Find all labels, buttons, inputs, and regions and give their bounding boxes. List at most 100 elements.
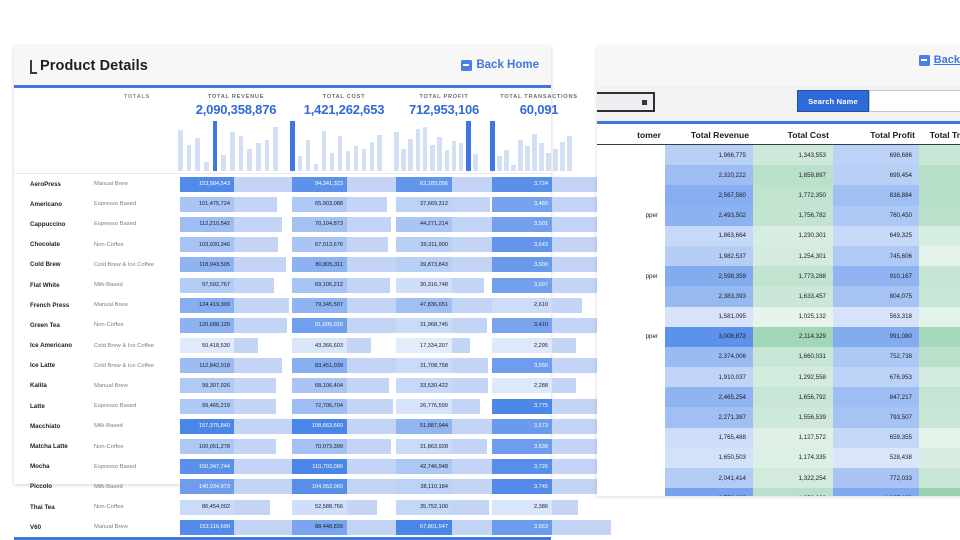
totals-sparkline-row — [14, 118, 572, 174]
column-header[interactable]: Total Profit — [870, 130, 915, 140]
right-window-controls: Search Name — [597, 86, 960, 124]
table-row[interactable]: AeroPress Manual Brew 153,584,543 94,341,32… — [14, 174, 614, 194]
table-row[interactable]: Ice Americano Cold Brew & Ice Coffee 50,41… — [14, 336, 576, 356]
spark-bar — [329, 153, 335, 171]
cell-profit: 838,884 — [833, 185, 919, 206]
table-row[interactable]: V60 Manual Brew 153,116,690 88,448,839 67,80… — [14, 517, 611, 537]
cell-revenue: 2,493,502 — [665, 205, 753, 226]
metric-cell-cost: 69,106,212 — [292, 277, 396, 293]
table-row[interactable]: Latte Espresso Based 99,465,219 72,706,704 2… — [14, 396, 616, 416]
metric-cell-transactions: 3,501 — [492, 216, 610, 232]
product-category: Manual Brew — [94, 382, 128, 389]
product-name: Piccolo — [30, 483, 53, 491]
column-header[interactable]: Total Transactions — [929, 130, 960, 140]
table-row[interactable]: Kalita Manual Brew 99,307,926 68,106,404 33,… — [14, 376, 576, 396]
column-header[interactable]: Total Cost — [787, 130, 829, 140]
table-row[interactable]: Matcha Latte Non-Coffee 100,051,278 70,073,… — [14, 436, 610, 456]
column-header[interactable]: Total Revenue — [690, 130, 749, 140]
column-header[interactable]: tomer — [637, 130, 661, 140]
metric-bar — [452, 459, 496, 475]
product-name: Cappuccino — [30, 220, 66, 228]
metric-value: 30,316,748 — [396, 277, 452, 293]
metric-cell-profit: 47,836,651 — [396, 297, 500, 313]
right-window-header: Back H — [597, 46, 960, 86]
metric-bar — [347, 439, 391, 455]
metric-value: 3,573 — [492, 418, 552, 434]
table-row[interactable]: French Press Manual Brew 124,419,309 79,345… — [14, 295, 582, 315]
metric-value: 104,952,060 — [292, 479, 347, 495]
table-row[interactable]: Macchiato Milk-Based 157,375,840 108,663,66… — [14, 416, 611, 436]
metric-value: 100,051,278 — [180, 439, 234, 455]
metric-value: 2,288 — [492, 378, 552, 394]
cell-transactions: 6 — [919, 145, 960, 166]
cell-profit: 760,450 — [833, 205, 919, 226]
table-row[interactable]: Ice Latte Cold Brew & Ice Coffee 112,842,0… — [14, 356, 611, 376]
kpi-label: TOTAL REVENUE — [207, 94, 265, 100]
table-row[interactable]: Piccolo Milk-Based 140,034,973 104,952,060 3… — [14, 477, 615, 497]
product-name: AeroPress — [30, 180, 61, 188]
metric-cell-transactions: 2,295 — [492, 338, 586, 354]
table-row[interactable]: Thai Tea Non-Coffee 86,454,002 52,588,766 35… — [14, 497, 578, 517]
filter-dropdown[interactable] — [597, 92, 655, 112]
spark-bar — [525, 146, 530, 171]
metric-cell-transactions: 3,507 — [492, 277, 610, 293]
metric-value: 42,746,948 — [396, 459, 452, 475]
metric-cell-profit: 26,776,599 — [396, 398, 492, 414]
metric-value: 3,726 — [492, 459, 552, 475]
search-input[interactable] — [869, 90, 960, 112]
search-name-button[interactable]: Search Name — [797, 90, 869, 112]
metric-value: 91,605,020 — [292, 317, 347, 333]
metric-bar — [552, 277, 610, 293]
spark-bar — [401, 148, 406, 171]
metric-cell-transactions: 3,745 — [492, 479, 615, 495]
product-name: Thai Tea — [30, 503, 55, 511]
back-home-button[interactable]: Back Home — [461, 59, 539, 71]
product-name: Kalita — [30, 382, 47, 390]
product-category: Non-Coffee — [94, 443, 124, 450]
spark-bar — [204, 162, 209, 171]
table-row[interactable]: Green Tea Non-Coffee 120,688,120 91,605,020… — [14, 315, 608, 335]
metric-bar — [552, 317, 608, 333]
right-back-home-button[interactable]: Back H — [918, 54, 960, 66]
cell-revenue: 1,982,537 — [665, 245, 753, 267]
customer-name — [597, 306, 665, 327]
cell-transactions: 5 — [919, 447, 960, 468]
table-row[interactable]: Americano Espresso Based 101,475,724 65,903… — [14, 194, 608, 214]
table-row[interactable]: Mocha Espresso Based 150,347,744 110,703,08… — [14, 457, 614, 477]
table-row[interactable]: Chocolate Non-Coffee 103,930,346 67,013,676… — [14, 235, 613, 255]
table-row[interactable]: Cold Brew Cold Brew & Ice Coffee 118,043,5… — [14, 255, 612, 275]
sparkline-cost — [284, 121, 388, 173]
metric-value: 52,588,766 — [292, 499, 347, 515]
kpi-strip: TOTALS TOTAL REVENUE 2,090,358,876 TOTAL CO… — [22, 94, 577, 118]
table-row[interactable]: Flat White Milk-Based 97,592,767 69,106,212… — [14, 275, 610, 295]
cell-transactions: 6 — [919, 286, 960, 307]
cell-cost: 1,127,572 — [753, 427, 833, 448]
spark-bar — [247, 148, 252, 171]
metric-value: 99,465,219 — [180, 398, 234, 414]
metric-bar — [452, 216, 497, 232]
metric-bar — [452, 439, 487, 455]
table-row[interactable]: Cappuccino Espresso Based 112,210,542 70,10… — [14, 214, 610, 234]
metric-bar — [234, 338, 258, 354]
metric-bar — [452, 398, 480, 414]
spark-bar — [353, 146, 359, 171]
product-details-window: Product Details Back Home TOTALS TOTAL RE… — [14, 46, 616, 540]
